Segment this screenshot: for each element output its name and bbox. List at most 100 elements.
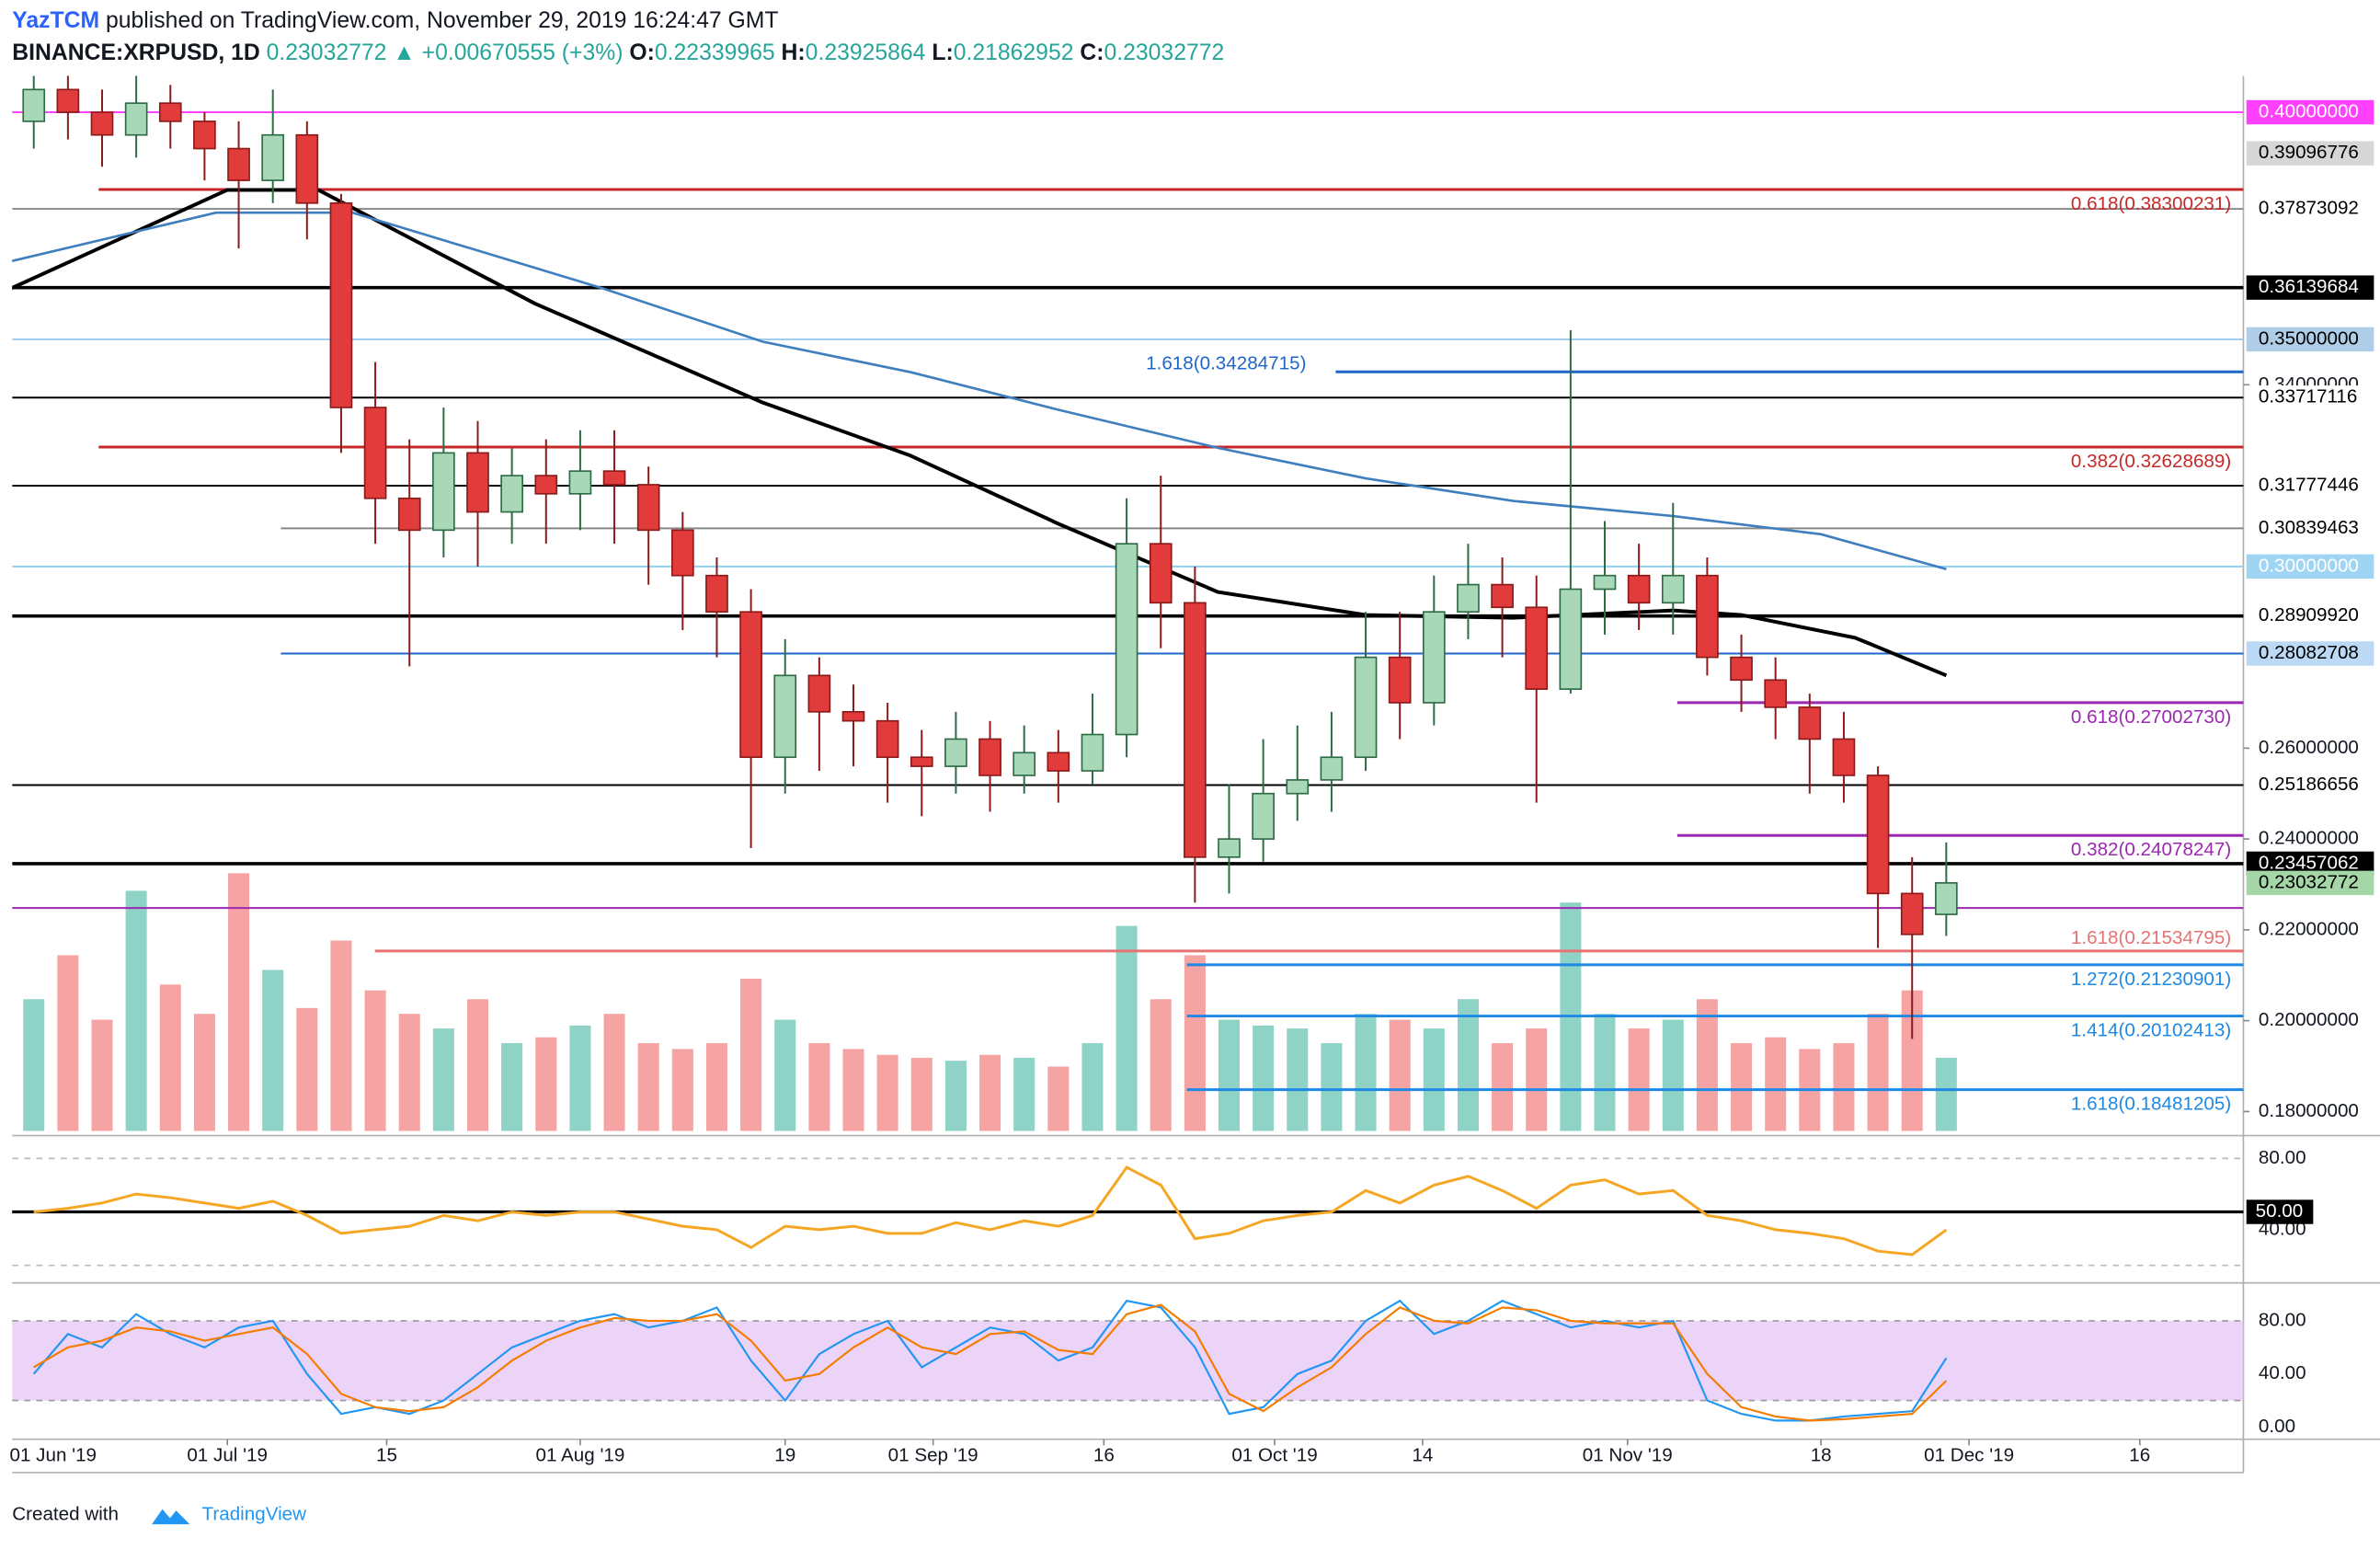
price-panel (12, 75, 2244, 1131)
arrow: ▲ (393, 40, 415, 64)
candle-body (1115, 543, 1139, 736)
candle-body (978, 738, 1001, 776)
stoch-tick-label: 0.00 (2259, 1416, 2295, 1437)
volume-bar (774, 1019, 796, 1131)
y-tick-label: 0.20000000 (2259, 1009, 2359, 1030)
candle-body (1593, 574, 1617, 591)
candle-body (1559, 588, 1583, 690)
candle-body (1252, 792, 1275, 840)
x-tick-label: 01 Jul '19 (187, 1444, 268, 1465)
volume-bar (1287, 1028, 1309, 1131)
publish-line: YazTCM published on TradingView.com, Nov… (12, 8, 778, 33)
volume-bar (1526, 1028, 1548, 1131)
price-tag-label: 0.23457062 (2259, 852, 2359, 873)
y-tick-label: 0.26000000 (2259, 737, 2359, 758)
candle-body (705, 574, 728, 614)
c-label: C: (1080, 40, 1104, 64)
volume-bar (1013, 1057, 1036, 1131)
change: +0.00670555 (422, 40, 555, 64)
candle-body (636, 484, 660, 532)
volume-bar (1389, 1019, 1411, 1131)
fib-label: 1.618(0.21534795) (2071, 927, 2231, 948)
fib-label: 1.272(0.21230901) (2071, 969, 2231, 990)
candle-body (1047, 752, 1070, 772)
price-tag-label: 0.39096776 (2259, 142, 2359, 163)
candle-body (1457, 583, 1480, 614)
candle-body (397, 497, 421, 532)
price-tag-label: 0.28909920 (2259, 604, 2359, 625)
footer-created: Created with (12, 1504, 119, 1525)
x-tick-label: 01 Aug '19 (535, 1444, 624, 1465)
volume-bar (1867, 1014, 1889, 1131)
candle-body (1422, 611, 1446, 704)
price-tag (2246, 327, 2374, 352)
volume-bar (228, 873, 250, 1131)
candle-body (910, 756, 933, 767)
price-tag-label: 0.31777446 (2259, 475, 2359, 496)
o-label: O: (629, 40, 655, 64)
stoch-line (33, 1303, 1948, 1422)
candle-body (602, 470, 626, 486)
x-tick-label: 16 (1093, 1444, 1115, 1465)
x-tick-label: 01 Nov '19 (1583, 1444, 1673, 1465)
volume-bar (296, 1007, 318, 1131)
symbol-line: BINANCE:XRPUSD, 1D 0.23032772 ▲ +0.00670… (12, 40, 1224, 64)
price-tag-label: 0.23032772 (2259, 871, 2359, 892)
fib-label: 1.618(0.18481205) (2071, 1094, 2231, 1115)
candle-body (1696, 574, 1719, 659)
candle-body (193, 120, 216, 150)
volume-bar (262, 970, 284, 1131)
candle-body (56, 88, 80, 113)
volume-bar (637, 1043, 659, 1131)
candle-body (875, 719, 899, 759)
volume-bar (671, 1049, 693, 1131)
price-tag (2246, 870, 2374, 896)
candle-body (1935, 882, 1958, 915)
volume-bar (1935, 1057, 1957, 1131)
open: 0.22339965 (655, 40, 775, 64)
volume-bar (364, 990, 386, 1131)
candle-body (1730, 656, 1753, 682)
price-tag (2246, 99, 2374, 125)
candle-body (534, 475, 558, 495)
volume-bar (740, 978, 762, 1131)
volume-bar (1355, 1014, 1377, 1131)
volume-bar (91, 1019, 113, 1131)
x-tick-label: 16 (2129, 1444, 2150, 1465)
x-tick-label: 19 (774, 1444, 795, 1465)
volume-bar (1833, 1043, 1855, 1131)
candle-body (1661, 574, 1685, 604)
candle-body (1388, 656, 1412, 704)
volume-bar (1321, 1043, 1343, 1131)
volume-bar (876, 1054, 898, 1131)
candle-body (124, 102, 148, 136)
volume-bar (808, 1043, 830, 1131)
price-tag-label: 0.30000000 (2259, 555, 2359, 576)
fib-label: 1.414(0.20102413) (2071, 1020, 2231, 1041)
volume-bar (910, 1057, 933, 1131)
candle-body (670, 529, 694, 577)
price-tag-label: 0.25186656 (2259, 774, 2359, 795)
volume-bar (193, 1014, 215, 1131)
candle-body (1866, 774, 1890, 895)
volume-bar (1218, 1019, 1241, 1131)
logo (152, 1509, 190, 1525)
volume-bar (501, 1043, 523, 1131)
volume-bar (1662, 1019, 1684, 1131)
candle-body (1798, 706, 1822, 740)
high: 0.23925864 (806, 40, 926, 64)
rsi-mid-tag (2246, 1199, 2314, 1224)
published: published on TradingView.com, November 2… (106, 8, 778, 33)
stoch-line (32, 1299, 1948, 1422)
volume-bar (603, 1014, 625, 1131)
candle-body (432, 452, 455, 532)
candle-body (466, 452, 489, 513)
volume-bar (944, 1061, 967, 1131)
price-tag (2246, 773, 2374, 797)
candle-body (739, 611, 762, 759)
volume-bar (1184, 955, 1206, 1131)
candle-body (1286, 779, 1310, 795)
candle-body (944, 738, 967, 767)
y-tick-label: 0.18000000 (2259, 1100, 2359, 1121)
